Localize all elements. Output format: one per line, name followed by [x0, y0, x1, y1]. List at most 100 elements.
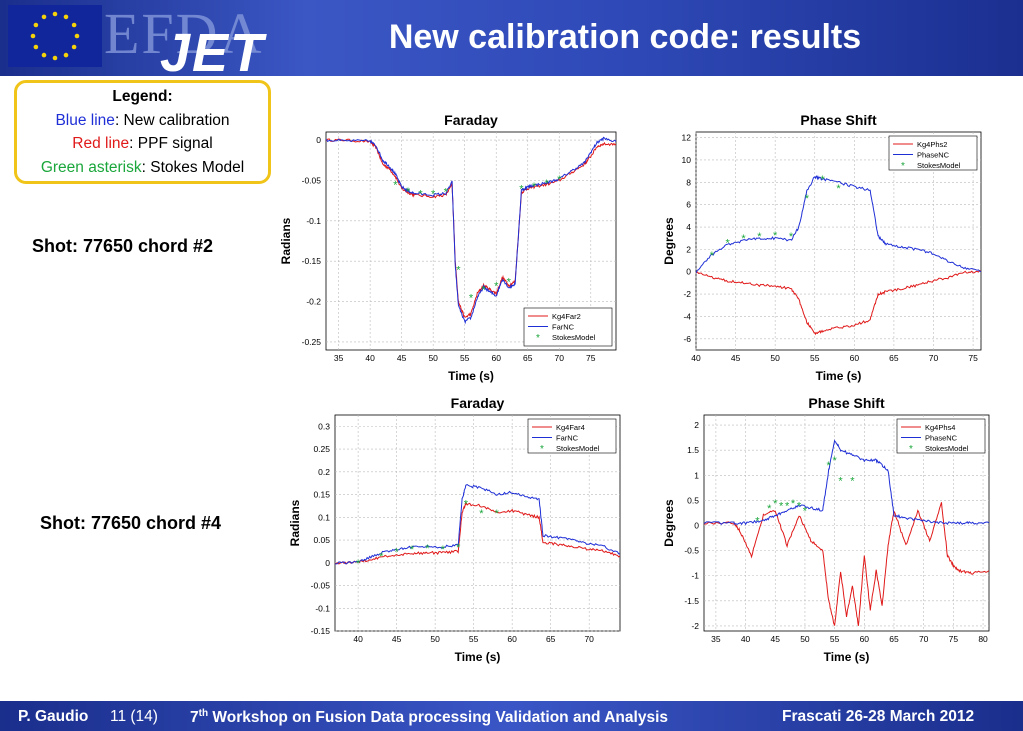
- y-tick-label: 0.3: [318, 421, 330, 431]
- legend-asterisk-icon: *: [536, 333, 540, 344]
- eu-star: [30, 33, 36, 39]
- x-tick-label: 55: [830, 634, 840, 644]
- legend-entry-label: PhaseNC: [917, 151, 950, 160]
- header-banner: EFDA JET New calibration code: results: [0, 0, 1023, 83]
- y-tick-label: -0.05: [311, 581, 331, 591]
- stokes-model-point: *: [791, 498, 796, 510]
- x-tick-label: 60: [860, 634, 870, 644]
- x-tick-label: 50: [800, 634, 810, 644]
- x-tick-label: 70: [919, 634, 929, 644]
- x-tick-label: 70: [555, 353, 565, 363]
- chart-faraday-chord-2: Faraday 35 40 45 50 55 60 65 70 75 0 -0.05 -0.1 -0.15…: [279, 112, 617, 383]
- series-line-farnc: [335, 484, 620, 565]
- stokes-model-point: *: [532, 181, 537, 193]
- x-tick-label: 65: [889, 353, 899, 363]
- x-tick-label: 60: [491, 353, 501, 363]
- x-axis-label: Time (s): [824, 650, 870, 664]
- stokes-model-point: *: [441, 544, 446, 556]
- x-tick-label: 75: [586, 353, 596, 363]
- legend-entry-label: FarNC: [556, 434, 579, 443]
- legend-entry-label: StokesModel: [556, 444, 600, 453]
- y-tick-label: -0.5: [684, 546, 699, 556]
- stokes-model-point: *: [836, 183, 841, 195]
- chart-panel-phase-shift-chord-4: Phase Shift 35 40 45 50 55 60 65 70 75 80 2 1.5 1 0.5 0…: [660, 393, 995, 673]
- y-tick-label: 10: [682, 155, 692, 165]
- x-tick-label: 40: [365, 353, 375, 363]
- stokes-model-point: *: [494, 280, 499, 292]
- y-tick-label: 0: [325, 558, 330, 568]
- x-axis-label: Time (s): [455, 650, 501, 664]
- y-axis-label: Radians: [279, 217, 293, 264]
- stokes-model-point: *: [726, 238, 731, 250]
- eu-star: [63, 14, 69, 20]
- series-line-phasenc: [696, 175, 981, 274]
- y-tick-label: 2: [694, 420, 699, 430]
- x-tick-label: 70: [929, 353, 939, 363]
- x-tick-label: 55: [469, 634, 479, 644]
- x-tick-label: 40: [691, 353, 701, 363]
- y-tick-label: 0.2: [318, 467, 330, 477]
- legend-blue-desc: : New calibration: [114, 111, 230, 129]
- y-tick-label: -0.2: [306, 297, 321, 307]
- y-tick-label: -1.5: [684, 596, 699, 606]
- series-line-kg4far4: [335, 501, 620, 565]
- legend-entry-label: Kg4Far4: [556, 423, 585, 432]
- legend-green-name: Green asterisk: [40, 158, 142, 176]
- legend-entry-label: Kg4Phs4: [925, 423, 955, 432]
- x-tick-label: 75: [968, 353, 978, 363]
- stokes-model-point: *: [832, 455, 837, 467]
- series-line-kg4phs4: [704, 502, 989, 626]
- y-tick-label: -6: [683, 334, 691, 344]
- y-tick-label: 0.05: [313, 535, 330, 545]
- legend-entry-label: FarNC: [552, 323, 575, 332]
- stokes-model-point: *: [821, 174, 826, 186]
- stokes-model-point: *: [456, 542, 461, 554]
- legend-asterisk-icon: *: [909, 444, 913, 455]
- y-tick-label: 6: [686, 200, 691, 210]
- stokes-model-point: *: [741, 233, 746, 245]
- legend-asterisk-icon: *: [540, 444, 544, 455]
- x-tick-label: 65: [546, 634, 556, 644]
- stokes-model-point: *: [519, 184, 524, 196]
- chart-panel-faraday-chord-4: Faraday 40 45 50 55 60 65 70 0.3 0.25 0.2 0.15 0.1 0.…: [285, 393, 630, 673]
- stokes-model-point: *: [710, 250, 715, 262]
- eu-star: [74, 33, 80, 39]
- y-axis-label: Degrees: [662, 217, 676, 265]
- legend-frame: [896, 418, 986, 454]
- footer-author: P. Gaudio: [18, 708, 89, 725]
- eu-stars-icon: [8, 5, 102, 67]
- eu-star: [52, 55, 58, 61]
- stokes-model-point: *: [479, 508, 484, 520]
- x-tick-label: 65: [889, 634, 899, 644]
- stokes-model-point: *: [545, 178, 550, 190]
- shot-label-chord-4: Shot: 77650 chord #4: [40, 513, 222, 533]
- stokes-model-point: *: [755, 515, 760, 527]
- legend-entry-label: Kg4Phs2: [917, 140, 947, 149]
- legend-blue-line: Blue line: New calibration: [17, 109, 268, 133]
- legend-frame: [523, 307, 613, 347]
- x-tick-label: 35: [334, 353, 344, 363]
- stokes-model-point: *: [379, 551, 384, 563]
- stokes-model-point: *: [805, 193, 810, 205]
- stokes-model-point: *: [773, 230, 778, 242]
- eu-flag-logo: [8, 5, 102, 67]
- stokes-model-point: *: [356, 558, 361, 570]
- y-tick-label: 8: [686, 177, 691, 187]
- efda-logo: EFDA: [104, 1, 264, 66]
- y-tick-label: -0.1: [315, 603, 330, 613]
- page-title: New calibration code: results: [388, 18, 862, 56]
- stokes-model-point: *: [425, 543, 430, 555]
- footer-workshop: 7th Workshop on Fusion Data processing V…: [190, 708, 668, 727]
- stokes-model-point: *: [394, 546, 399, 558]
- y-tick-label: 0: [694, 521, 699, 531]
- chart-title: Faraday: [451, 395, 505, 411]
- y-tick-label: 1.5: [687, 445, 699, 455]
- shot-label-chord-2: Shot: 77650 chord #2: [32, 236, 214, 256]
- eu-star: [41, 52, 47, 58]
- y-tick-label: 12: [682, 133, 692, 143]
- y-tick-label: -0.15: [311, 626, 331, 636]
- y-tick-label: -2: [691, 621, 699, 631]
- stokes-model-point: *: [393, 179, 398, 191]
- chart-phase-shift-chord-4: Phase Shift 35 40 45 50 55 60 65 70 75 80 2 1.5 1 0.5 0…: [662, 395, 990, 664]
- chart-panel-phase-shift-chord-2: Phase Shift 40 45 50 55 60 65 70 75 12 10 8 6 4 2 0 -2 -4…: [660, 110, 990, 390]
